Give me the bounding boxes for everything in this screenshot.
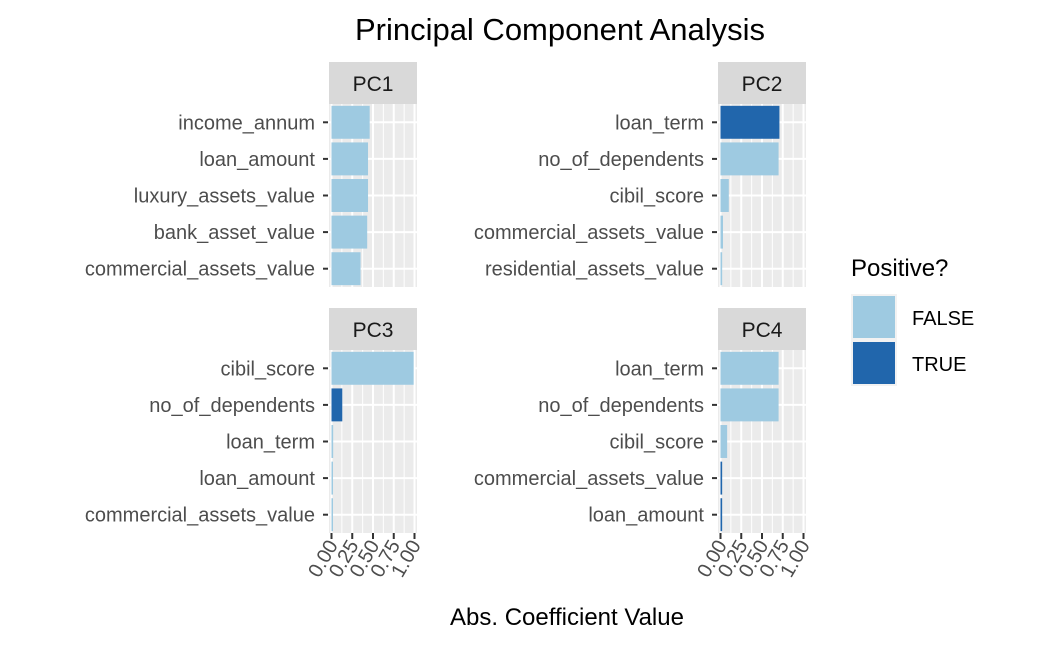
category-label: cibil_score — [221, 358, 315, 380]
bar — [720, 215, 723, 249]
legend-key-true — [853, 342, 895, 384]
category-label: loan_term — [226, 432, 315, 454]
legend-title: Positive? — [851, 255, 948, 282]
facet-strip-label: PC4 — [742, 319, 783, 342]
x-axis-label: Abs. Coefficient Value — [450, 604, 684, 631]
facet-panel-pc1: PC1 income_annum loan_amount luxury_assets_… — [85, 62, 417, 287]
legend-key-false — [853, 296, 895, 338]
bar — [331, 498, 333, 532]
facet-panel-pc4: PC4 loan_term no_of_dependents cibil_scorec… — [474, 308, 815, 581]
category-label: no_of_dependents — [538, 395, 704, 417]
category-label: cibil_score — [610, 186, 704, 208]
bar — [720, 388, 779, 422]
facet-strip — [329, 62, 417, 104]
bar — [720, 498, 723, 532]
category-label: loan_term — [615, 112, 704, 134]
facet-strip-label: PC2 — [742, 73, 783, 96]
bar — [720, 461, 723, 495]
bar — [720, 252, 723, 286]
category-label: loan_amount — [199, 468, 315, 490]
bar — [331, 425, 334, 458]
facet-strip-label: PC1 — [353, 73, 394, 96]
category-label: no_of_dependents — [149, 395, 315, 417]
category-label: residential_assets_value — [485, 259, 704, 281]
facet-strip — [718, 308, 806, 350]
chart-title: Principal Component Analysis — [355, 12, 765, 47]
category-label: commercial_assets_value — [85, 259, 315, 281]
bar — [720, 179, 729, 212]
bar — [331, 252, 361, 286]
facet-strip — [329, 308, 417, 350]
category-label: bank_asset_value — [154, 222, 315, 244]
facet-panel-pc2: PC2 loan_term no_of_dependents cibil_scorec… — [474, 62, 806, 287]
category-label: cibil_score — [610, 432, 704, 454]
bar — [331, 351, 414, 385]
bar — [720, 351, 779, 385]
category-label: loan_term — [615, 358, 704, 380]
bar — [720, 105, 780, 139]
category-label: no_of_dependents — [538, 149, 704, 171]
category-label: commercial_assets_value — [474, 222, 704, 244]
category-label: commercial_assets_value — [85, 505, 315, 527]
bar — [331, 388, 343, 422]
bar — [720, 425, 728, 458]
category-label: loan_amount — [199, 149, 315, 171]
category-label: commercial_assets_value — [474, 468, 704, 490]
legend: Positive? FALSE TRUE — [851, 255, 974, 386]
bar — [720, 142, 779, 176]
panels-layer: PC1 income_annum loan_amount luxury_assets_… — [85, 62, 815, 581]
category-label: luxury_assets_value — [134, 186, 315, 208]
category-label: loan_amount — [588, 505, 704, 527]
bar — [331, 179, 369, 212]
bar — [331, 105, 370, 139]
legend-label-false: FALSE — [912, 308, 974, 330]
bar — [331, 461, 333, 495]
facet-strip-label: PC3 — [353, 319, 394, 342]
legend-label-true: TRUE — [912, 354, 966, 376]
bar — [331, 215, 368, 249]
bar — [331, 142, 369, 176]
category-label: income_annum — [178, 112, 315, 134]
facet-panel-pc3: PC3 cibil_score no_of_dependents loan_terml… — [85, 308, 426, 581]
facet-strip — [718, 62, 806, 104]
